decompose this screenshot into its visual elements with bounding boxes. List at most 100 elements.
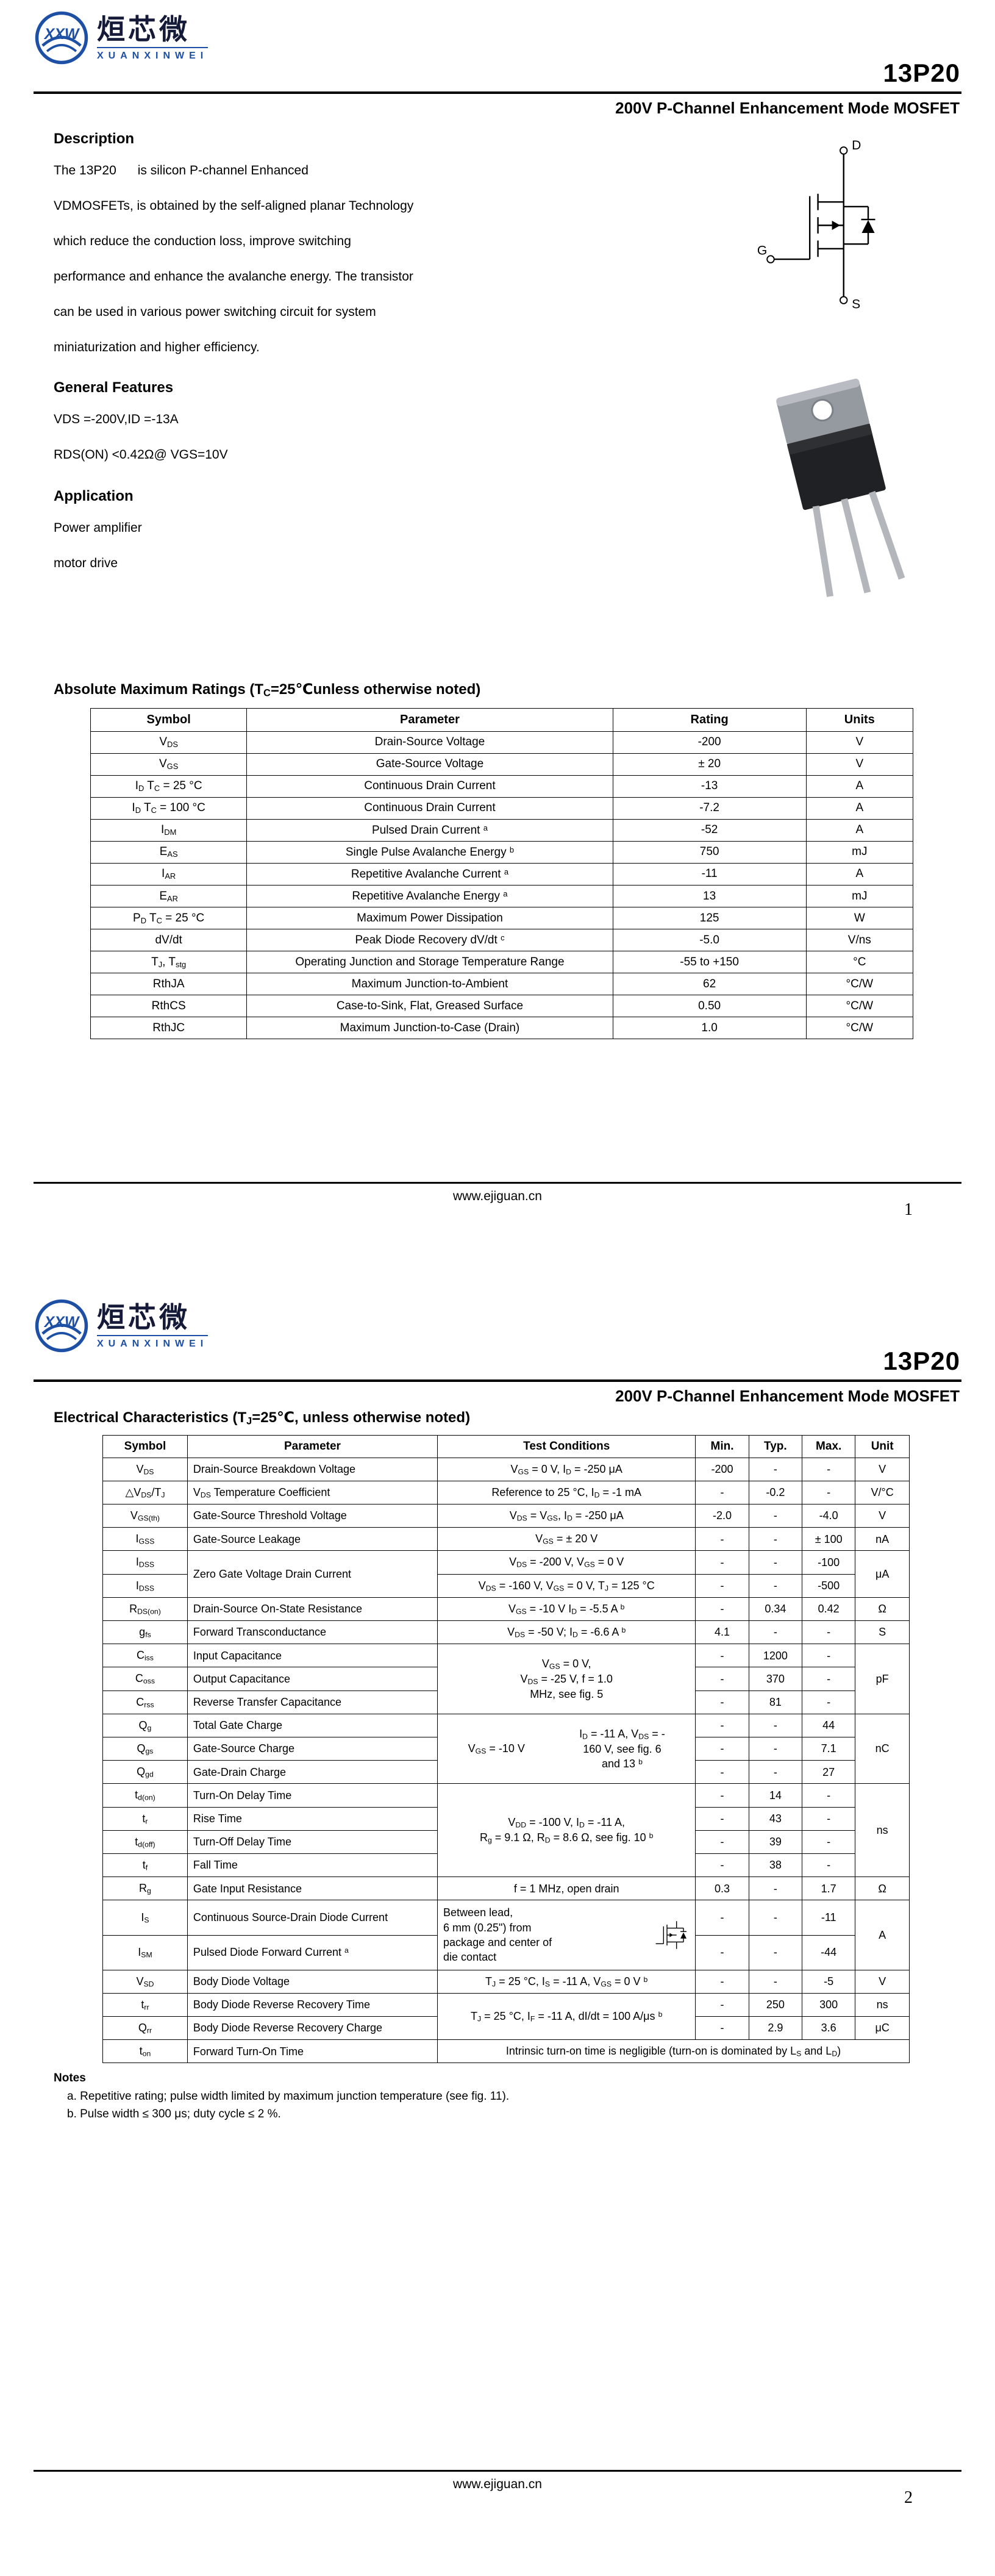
page-number: 1	[904, 1200, 913, 1219]
drain-label: D	[852, 138, 861, 152]
cell-min: -	[695, 1667, 749, 1691]
cell-typ: -	[748, 1969, 803, 1994]
cell-test-conditions: TJ = 25 °C, IF = -11 A, dI/dt = 100 A/μs…	[437, 1992, 696, 2041]
column-header-unit: Unit	[855, 1434, 910, 1458]
table-row: VDS Drain-Source Voltage -200 V	[90, 731, 914, 754]
cell-symbol: ISM	[102, 1934, 188, 1970]
table-row: RDS(on) Drain-Source On-State Resistance…	[102, 1597, 910, 1622]
cell-units: V	[805, 753, 914, 776]
table-header-row: Symbol Parameter Rating Units	[90, 707, 914, 732]
application-line: Power amplifier	[54, 521, 142, 535]
cell-unit: A	[855, 1900, 910, 1970]
cell-rating: ± 20	[612, 753, 807, 776]
cell-unit: nA	[855, 1527, 910, 1551]
brand-logo: XXW 烜芯微 XUANXINWEI	[34, 1298, 209, 1354]
cell-typ: -	[748, 1457, 803, 1481]
cell-min: -	[695, 1690, 749, 1714]
cell-parameter: Single Pulse Avalanche Energy b	[246, 840, 613, 864]
cell-parameter: Body Diode Reverse Recovery Time	[187, 1992, 438, 2017]
cell-symbol: VGS(th)	[102, 1503, 188, 1528]
table-row: gfs Forward Transconductance VDS = -50 V…	[102, 1620, 910, 1645]
cell-symbol: EAR	[90, 885, 248, 908]
cond-left: VGS = -10 V	[468, 1742, 525, 1756]
feature-line: VDS =-200V,ID =-13A	[54, 412, 179, 426]
cell-typ: 38	[748, 1853, 803, 1878]
cell-min: -	[695, 1573, 749, 1598]
cell-symbol: △VDS/TJ	[102, 1480, 188, 1504]
cell-parameter: Forward Turn-On Time	[187, 2039, 438, 2064]
cell-symbol: VGS	[90, 753, 248, 776]
absolute-maximum-ratings-table: Symbol Parameter Rating Units VDS Drain-S…	[90, 707, 914, 1040]
cell-test-conditions: TJ = 25 °C, IS = -11 A, VGS = 0 V b	[437, 1969, 696, 1994]
cell-min: -	[695, 1713, 749, 1738]
cell-min: -	[695, 1644, 749, 1668]
cell-symbol: Rg	[102, 1877, 188, 1901]
notes-section: Notes a. Repetitive rating; pulse width …	[54, 2072, 995, 2121]
cell-parameter: Body Diode Voltage	[187, 1969, 438, 1994]
cell-symbol: ton	[102, 2039, 188, 2064]
cell-test-conditions: VDS = -200 V, VGS = 0 V	[437, 1550, 696, 1575]
cell-parameter: Fall Time	[187, 1853, 438, 1878]
cell-test-conditions: Reference to 25 °C, ID = -1 mA	[437, 1480, 696, 1504]
cell-min: -200	[695, 1457, 749, 1481]
cell-max: -11	[802, 1900, 856, 1936]
section-heading-description: Description	[54, 131, 135, 147]
cell-max: -	[802, 1644, 856, 1668]
page-number: 2	[904, 2488, 913, 2507]
footer-url: www.ejiguan.cn	[453, 1189, 542, 1203]
column-header-symbol: Symbol	[102, 1434, 188, 1458]
cell-rating: -11	[612, 862, 807, 886]
cell-max: 0.42	[802, 1597, 856, 1622]
logo-monogram: XXW	[43, 1314, 80, 1331]
cell-parameter: Repetitive Avalanche Energy a	[246, 885, 613, 908]
cell-parameter: Gate-Source Charge	[187, 1737, 438, 1761]
table-row: VGS Gate-Source Voltage ± 20 V	[90, 753, 914, 776]
cell-symbol: tr	[102, 1806, 188, 1831]
cell-symbol: EAS	[90, 840, 248, 864]
section-heading-abs-max: Absolute Maximum Ratings (TC=25℃unless o…	[54, 681, 481, 699]
cell-symbol: VSD	[102, 1969, 188, 1994]
cell-symbol: Qgd	[102, 1760, 188, 1784]
cell-max: ± 100	[802, 1527, 856, 1551]
cell-unit: Ω	[855, 1597, 910, 1622]
datasheet-page-1: XXW 烜芯微 XUANXINWEI 13P20 200V P-Channel …	[34, 11, 961, 1219]
cell-parameter: Gate-Source Threshold Voltage	[187, 1503, 438, 1528]
description-line: The 13P20 is silicon P-channel Enhanced	[54, 163, 308, 177]
cell-units: mJ	[805, 840, 914, 864]
cell-min: -	[695, 1806, 749, 1831]
cell-symbol: Qrr	[102, 2016, 188, 2041]
table-row: ID TC = 25 °C Continuous Drain Current -13…	[90, 775, 914, 798]
table-row: ton Forward Turn-On Time Intrinsic turn-…	[102, 2039, 910, 2064]
table-row: tf Fall Time - 38 -	[102, 1853, 910, 1878]
cell-parameter: Drain-Source On-State Resistance	[187, 1597, 438, 1622]
cell-units: °C/W	[805, 995, 914, 1018]
cell-min: -2.0	[695, 1503, 749, 1528]
cell-rating: 1.0	[612, 1017, 807, 1040]
cell-max: -44	[802, 1934, 856, 1970]
cell-parameter: Total Gate Charge	[187, 1713, 438, 1738]
cell-max: 44	[802, 1713, 856, 1738]
cell-rating: -55 to +150	[612, 951, 807, 974]
table-row: trr Body Diode Reverse Recovery Time TJ …	[102, 1992, 910, 2041]
cell-symbol: gfs	[102, 1620, 188, 1645]
cell-parameter: Reverse Transfer Capacitance	[187, 1690, 438, 1714]
table-row: Qgd Gate-Drain Charge - - 27	[102, 1760, 910, 1784]
cell-rating: -13	[612, 775, 807, 798]
cell-parameter: Turn-On Delay Time	[187, 1783, 438, 1808]
cell-parameter: Maximum Power Dissipation	[246, 907, 613, 930]
cell-rating: 13	[612, 885, 807, 908]
cell-typ: 370	[748, 1667, 803, 1691]
cell-typ: -0.2	[748, 1480, 803, 1504]
cell-typ: 14	[748, 1783, 803, 1808]
logo-monogram: XXW	[43, 26, 80, 43]
table-row: Coss Output Capacitance - 370 -	[102, 1667, 910, 1691]
cell-symbol: Qgs	[102, 1737, 188, 1761]
cell-symbol: IS	[102, 1900, 188, 1936]
body-diode-triangle	[861, 220, 875, 233]
cell-typ: 0.34	[748, 1597, 803, 1622]
cell-test-conditions: VDD = -100 V, ID = -11 A, Rg = 9.1 Ω, RD …	[437, 1783, 696, 1878]
cell-parameter: Pulsed Diode Forward Current a	[187, 1934, 438, 1970]
cell-parameter: Gate Input Resistance	[187, 1877, 438, 1901]
body-diode-icon	[655, 1921, 687, 1949]
table-row: tr Rise Time - 43 -	[102, 1806, 910, 1831]
